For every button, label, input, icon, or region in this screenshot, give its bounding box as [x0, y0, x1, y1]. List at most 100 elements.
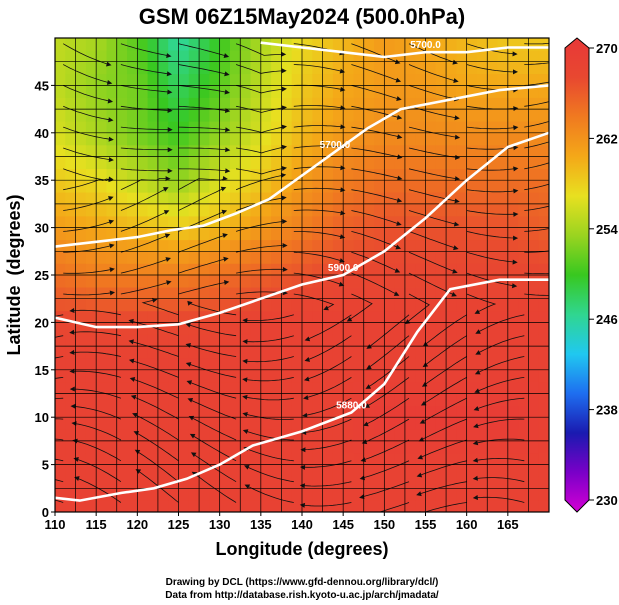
field-cell	[250, 357, 262, 371]
field-cell	[250, 334, 262, 347]
streamline	[478, 335, 525, 354]
field-cell	[85, 452, 97, 466]
field-cell	[168, 286, 180, 300]
field-cell	[425, 263, 437, 276]
field-cell	[271, 440, 282, 454]
field-cell	[106, 452, 118, 466]
field-cell	[518, 215, 529, 229]
field-cell	[250, 417, 262, 430]
streamline-arrow	[303, 395, 309, 401]
streamline-arrow	[13, 369, 20, 376]
field-cell	[477, 97, 488, 110]
field-cell	[312, 286, 324, 300]
field-cell	[497, 298, 509, 312]
field-cell	[394, 180, 406, 193]
field-cell	[230, 121, 241, 134]
field-cell	[374, 452, 385, 466]
field-cell	[250, 132, 262, 146]
field-cell	[487, 440, 499, 454]
streamline-arrow	[454, 176, 461, 182]
x-tick-label: 160	[456, 517, 478, 532]
field-cell	[363, 310, 375, 323]
field-cell	[147, 38, 159, 51]
field-cell	[518, 488, 529, 501]
field-cell	[96, 156, 108, 169]
field-cell	[477, 393, 488, 406]
field-cell	[415, 476, 427, 489]
field-cell	[178, 488, 190, 501]
field-cell	[507, 109, 519, 122]
field-cell	[394, 168, 406, 181]
field-cell	[456, 405, 468, 418]
field-cell	[168, 417, 180, 430]
field-cell	[456, 393, 468, 406]
field-cell	[435, 180, 447, 193]
streamline	[120, 43, 168, 57]
streamline	[178, 168, 227, 172]
field-cell	[65, 464, 77, 477]
field-cell	[157, 180, 169, 193]
field-cell	[106, 334, 118, 347]
field-cell	[157, 275, 169, 288]
field-cell	[425, 73, 437, 86]
field-cell	[497, 488, 509, 501]
field-cell	[106, 393, 118, 406]
field-cell	[353, 180, 365, 193]
field-cell	[507, 61, 519, 75]
streamline	[178, 258, 226, 274]
field-cell	[137, 73, 149, 86]
field-cell	[199, 393, 210, 406]
field-cell	[219, 322, 231, 335]
streamline-arrow	[152, 297, 158, 303]
field-cell	[487, 488, 499, 501]
field-cell	[75, 263, 87, 276]
field-cell	[96, 322, 108, 335]
field-cell	[178, 464, 190, 477]
field-cell	[394, 85, 406, 98]
field-cell	[425, 239, 437, 252]
streamline-arrow	[513, 106, 519, 112]
field-cell	[487, 144, 499, 158]
field-cell	[435, 429, 447, 442]
field-cell	[477, 417, 488, 430]
field-cell	[168, 97, 180, 110]
field-cell	[260, 452, 272, 466]
field-cell	[147, 203, 159, 217]
field-cell	[116, 298, 128, 312]
field-cell	[96, 263, 108, 276]
field-cell	[497, 85, 509, 98]
streamline	[74, 406, 122, 420]
field-cell	[332, 381, 344, 395]
field-cell	[230, 381, 241, 395]
field-cell	[55, 440, 66, 454]
field-cell	[250, 488, 262, 501]
field-cell	[219, 132, 231, 146]
field-cell	[157, 346, 169, 359]
field-cell	[538, 121, 549, 134]
field-cell	[188, 73, 200, 86]
field-cell	[85, 132, 97, 146]
field-cell	[538, 405, 549, 418]
field-cell	[137, 500, 149, 512]
field-cell	[271, 121, 282, 134]
field-cell	[507, 464, 519, 477]
field-cell	[116, 61, 128, 75]
x-tick-label: 120	[126, 517, 148, 532]
field-cell	[230, 346, 241, 359]
field-cell	[260, 476, 272, 489]
field-cell	[85, 97, 97, 110]
field-cell	[394, 121, 406, 134]
field-cell	[477, 85, 488, 98]
streamline-arrow	[12, 387, 18, 393]
field-cell	[353, 73, 365, 86]
field-cell	[75, 49, 87, 63]
field-cell	[302, 429, 313, 442]
field-cell	[127, 357, 138, 371]
field-cell	[106, 251, 118, 264]
field-cell	[425, 286, 437, 300]
field-cell	[466, 263, 478, 276]
field-cell	[343, 97, 355, 110]
field-cell	[178, 275, 190, 288]
field-cell	[425, 322, 437, 335]
x-tick-label: 115	[86, 517, 107, 532]
